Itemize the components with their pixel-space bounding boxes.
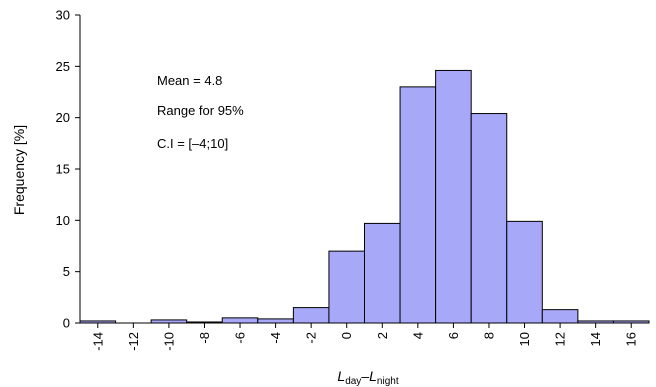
histogram-bar — [435, 69, 472, 324]
x-tick-label: -14 — [90, 332, 105, 351]
x-tick-label: 4 — [410, 332, 425, 339]
histogram-bar — [292, 307, 330, 324]
y-tick-label: 30 — [56, 8, 70, 23]
annotation-range: Range for 95% — [157, 103, 244, 118]
histogram-bar — [541, 309, 579, 324]
y-ticks-group: 0 5 10 15 20 25 30 — [56, 8, 80, 331]
y-tick-label: 10 — [56, 213, 70, 228]
x-tick-label: 14 — [588, 332, 603, 346]
x-tick-label: -4 — [268, 332, 283, 344]
annotation-ci: C.I = [–4;10] — [157, 136, 228, 151]
x-tick-label: -2 — [304, 332, 319, 344]
x-axis-label-sub2: night — [377, 376, 399, 387]
x-ticks-group: -14 -12 -10 -8 -6 -4 -2 0 2 4 6 8 10 12 14 16 — [90, 323, 639, 351]
x-tick-label: 8 — [481, 332, 496, 339]
histogram-bar — [399, 86, 437, 324]
histogram-bar — [506, 220, 543, 324]
y-axis-label: Frequency [%] — [11, 125, 27, 215]
x-tick-label: -10 — [161, 332, 176, 351]
x-axis-label-main2: L — [369, 368, 377, 384]
x-tick-label: 2 — [375, 332, 390, 339]
x-tick-label: 6 — [446, 332, 461, 339]
x-tick-label: -8 — [197, 332, 212, 344]
y-tick-label: 25 — [56, 59, 70, 74]
histogram-bar — [328, 250, 365, 324]
histogram-bar — [257, 318, 294, 324]
y-tick-label: 15 — [56, 162, 70, 177]
x-axis-label-main1: L — [337, 368, 345, 384]
x-tick-label: 12 — [553, 332, 568, 346]
x-tick-label: -6 — [233, 332, 248, 344]
y-tick-label: 5 — [63, 264, 70, 279]
y-tick-label: 0 — [63, 316, 70, 331]
x-tick-label: 16 — [624, 332, 639, 346]
histogram-bar — [470, 113, 508, 324]
histogram-bar — [364, 222, 401, 324]
x-tick-label: 0 — [339, 332, 354, 339]
bars-group — [79, 69, 650, 324]
x-axis-label: Lday–Lnight — [337, 368, 398, 387]
histogram-bar — [221, 317, 259, 324]
annotation-mean: Mean = 4.8 — [157, 73, 222, 88]
y-tick-label: 20 — [56, 110, 70, 125]
x-axis-label-dash: – — [361, 368, 369, 384]
x-tick-label: -12 — [126, 332, 141, 351]
x-tick-label: 10 — [517, 332, 532, 346]
x-axis-label-sub1: day — [345, 376, 361, 387]
